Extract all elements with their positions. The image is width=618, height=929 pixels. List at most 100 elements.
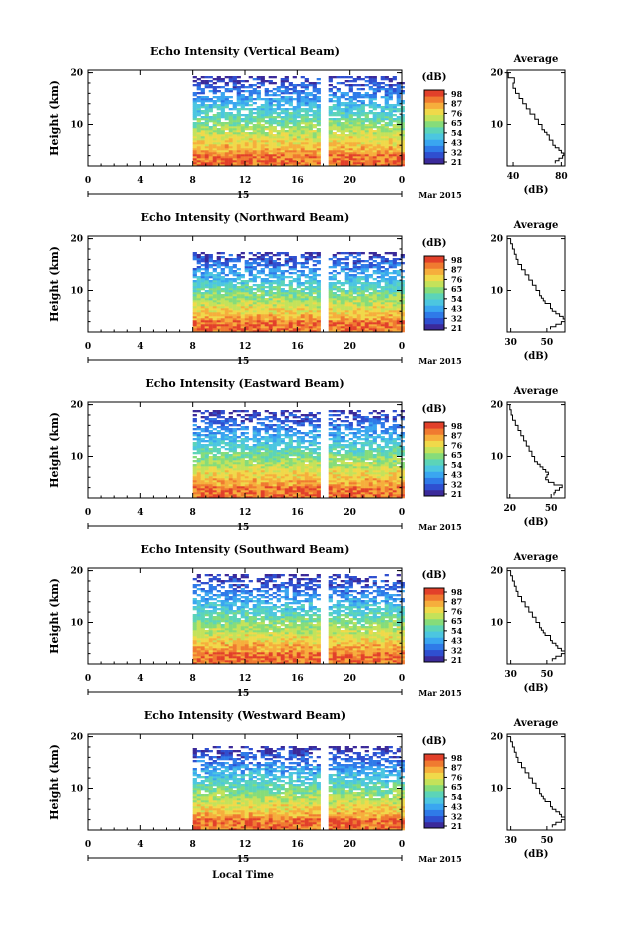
heatmap-cell [284, 110, 289, 113]
heatmap-cell [384, 116, 389, 119]
heatmap-cell [336, 98, 341, 101]
heatmap-cell [232, 316, 237, 319]
heatmap-cell [232, 300, 237, 303]
heatmap-cell [308, 316, 313, 319]
heatmap-cell [372, 478, 377, 481]
heatmap-cell [300, 164, 305, 167]
heatmap-cell [396, 146, 401, 149]
heatmap-cell [192, 150, 197, 153]
heatmap-cell [336, 466, 341, 469]
heatmap-cell [384, 114, 389, 117]
heatmap-cell [388, 312, 393, 315]
heatmap-cell [316, 260, 321, 263]
heatmap-cell [380, 480, 385, 483]
heatmap-cell [296, 142, 301, 145]
heatmap-cell [264, 450, 269, 453]
heatmap-cell [208, 492, 213, 495]
heatmap-cell [352, 252, 357, 255]
heatmap-cell [252, 310, 257, 313]
heatmap-cell [276, 294, 281, 297]
heatmap-cell [364, 454, 369, 457]
heatmap-cell [356, 140, 361, 143]
heatmap-cell [252, 454, 257, 457]
heatmap-cell [368, 256, 373, 259]
heatmap-cell [260, 80, 265, 83]
heatmap-cell [336, 164, 341, 167]
heatmap-cell [308, 468, 313, 471]
heatmap-cell [340, 144, 345, 147]
heatmap-cell [284, 494, 289, 497]
heatmap-cell [388, 494, 393, 497]
heatmap-cell [284, 466, 289, 469]
heatmap-cell [260, 322, 265, 325]
heatmap-cell [392, 314, 397, 317]
heatmap-cell [316, 92, 321, 95]
heatmap-cell [312, 86, 317, 89]
x-tick-label: 12 [239, 176, 252, 186]
heatmap-cell [296, 128, 301, 131]
heatmap-cell [204, 314, 209, 317]
heatmap-cell [260, 270, 265, 273]
heatmap-cell [332, 262, 337, 265]
heatmap-cell [364, 92, 369, 95]
heatmap-cell [260, 134, 265, 137]
heatmap-cell [232, 484, 237, 487]
heatmap-cell [236, 296, 241, 299]
heatmap-cell [248, 142, 253, 145]
heatmap-cell [396, 82, 401, 85]
date-month-label: Mar 2015 [418, 190, 461, 200]
heatmap-cell [360, 276, 365, 279]
heatmap-cell [340, 478, 345, 481]
heatmap-cell [360, 162, 365, 165]
heatmap-cell [224, 90, 229, 93]
heatmap-cell [228, 482, 233, 485]
heatmap-cell [392, 156, 397, 159]
heatmap-cell [380, 456, 385, 459]
heatmap-cell [228, 318, 233, 321]
heatmap-cell [216, 304, 221, 307]
heatmap-cell [232, 476, 237, 479]
heatmap-cell [356, 126, 361, 129]
heatmap-cell [352, 302, 357, 305]
heatmap-cell [256, 480, 261, 483]
heatmap-cell [240, 134, 245, 137]
heatmap-cell [212, 324, 217, 327]
heatmap-cell [340, 150, 345, 153]
heatmap-cell [372, 482, 377, 485]
heatmap-cell [328, 468, 333, 471]
heatmap-cell [368, 468, 373, 471]
heatmap-cell [228, 308, 233, 311]
heatmap-cell [352, 140, 357, 143]
heatmap-cell [380, 266, 385, 269]
heatmap-cell [332, 162, 337, 165]
heatmap-cell [256, 276, 261, 279]
heatmap-cell [260, 314, 265, 317]
heatmap-cell [312, 318, 317, 321]
heatmap-cell [380, 478, 385, 481]
heatmap-cell [312, 460, 317, 463]
heatmap-cell [220, 80, 225, 83]
heatmap-cell [264, 158, 269, 161]
heatmap-cell [384, 452, 389, 455]
heatmap-cell [348, 488, 353, 491]
colorbar-segment [424, 286, 444, 294]
heatmap-cell [292, 464, 297, 467]
heatmap-cell [220, 136, 225, 139]
heatmap-cell [276, 160, 281, 163]
heatmap-cell [372, 124, 377, 127]
heatmap-cell [328, 112, 333, 115]
heatmap-cell [192, 486, 197, 489]
heatmap-cell [208, 144, 213, 147]
heatmap-cell [284, 458, 289, 461]
heatmap-cell [244, 100, 249, 103]
x-tick-label: 4 [137, 176, 143, 186]
heatmap-cell [240, 322, 245, 325]
heatmap-cell [340, 284, 345, 287]
heatmap-cell [212, 494, 217, 497]
heatmap-cell [308, 84, 313, 87]
heatmap-cell [220, 320, 225, 323]
heatmap-cell [356, 488, 361, 491]
heatmap-cell [296, 294, 301, 297]
heatmap-cell [368, 494, 373, 497]
heatmap-cell [356, 312, 361, 315]
